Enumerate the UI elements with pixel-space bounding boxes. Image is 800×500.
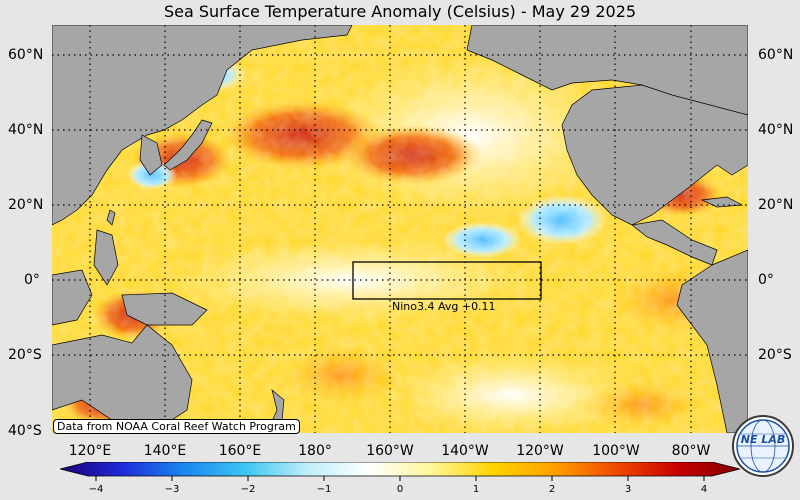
- lat-label-60n-right: 60°N: [758, 47, 794, 63]
- australia-land: [52, 324, 193, 426]
- colorbar-tick-label: −3: [164, 484, 180, 495]
- graticule: [52, 25, 748, 433]
- lat-label-40s-left: 40°S: [8, 423, 42, 439]
- map-canvas: [52, 25, 748, 433]
- colorbar-tick-label: 1: [472, 484, 480, 495]
- land-masses: [52, 25, 748, 433]
- colorbar-ticks: [95, 476, 705, 481]
- colorbar-tick-label: −1: [316, 484, 332, 495]
- taiwan-land: [106, 209, 116, 226]
- lon-label-120w: 120°W: [516, 443, 564, 459]
- korea-land: [139, 134, 163, 176]
- nino34-box: [352, 261, 542, 300]
- source-note: Data from NOAA Coral Reef Watch Program: [53, 419, 300, 434]
- philippines-land: [93, 229, 119, 286]
- nexlab-globe-logo: NE LAB: [732, 415, 794, 477]
- south-america-land: [676, 249, 748, 433]
- lat-label-40n-left: 40°N: [8, 122, 44, 138]
- borneo-land: [52, 269, 93, 326]
- lat-label-0-left: 0°: [24, 272, 40, 288]
- lon-label-140w: 140°W: [441, 443, 489, 459]
- lon-label-140e: 140°E: [143, 443, 187, 459]
- colorbar-tick-label: 3: [624, 484, 632, 495]
- lon-label-80w: 80°W: [671, 443, 711, 459]
- colorbar-tick-label: 2: [548, 484, 556, 495]
- map-title: Sea Surface Temperature Anomaly (Celsius…: [163, 2, 637, 21]
- new-guinea-land: [121, 292, 208, 326]
- alaska-land: [466, 25, 748, 116]
- japan-land: [163, 119, 213, 171]
- lon-label-160w: 160°W: [366, 443, 414, 459]
- lon-label-160e: 160°E: [218, 443, 262, 459]
- lat-label-20n-right: 20°N: [758, 197, 794, 213]
- colorbar-tick-label: 4: [700, 484, 708, 495]
- asia-land: [52, 25, 353, 226]
- lon-label-180: 180°: [298, 443, 332, 459]
- colorbar: [60, 462, 740, 481]
- sst-anomaly-map: [52, 25, 748, 433]
- nino34-label: Nino3.4 Avg +0.11: [392, 300, 496, 313]
- north-america-land: [561, 84, 748, 226]
- colorbar-shape: [60, 462, 740, 477]
- lat-label-0-right: 0°: [758, 272, 774, 288]
- lon-label-120e: 120°E: [68, 443, 112, 459]
- lat-label-60n-left: 60°N: [8, 47, 44, 63]
- lon-label-100w: 100°W: [592, 443, 640, 459]
- lat-label-20n-left: 20°N: [8, 197, 44, 213]
- colorbar-tick-label: −4: [88, 484, 104, 495]
- lat-label-20s-right: 20°S: [758, 347, 792, 363]
- colorbar-tick-label: 0: [396, 484, 404, 495]
- lat-label-20s-left: 20°S: [8, 347, 42, 363]
- lat-label-40n-right: 40°N: [758, 122, 794, 138]
- logo-text: NE LAB: [741, 433, 785, 446]
- colorbar-tick-label: −2: [240, 484, 256, 495]
